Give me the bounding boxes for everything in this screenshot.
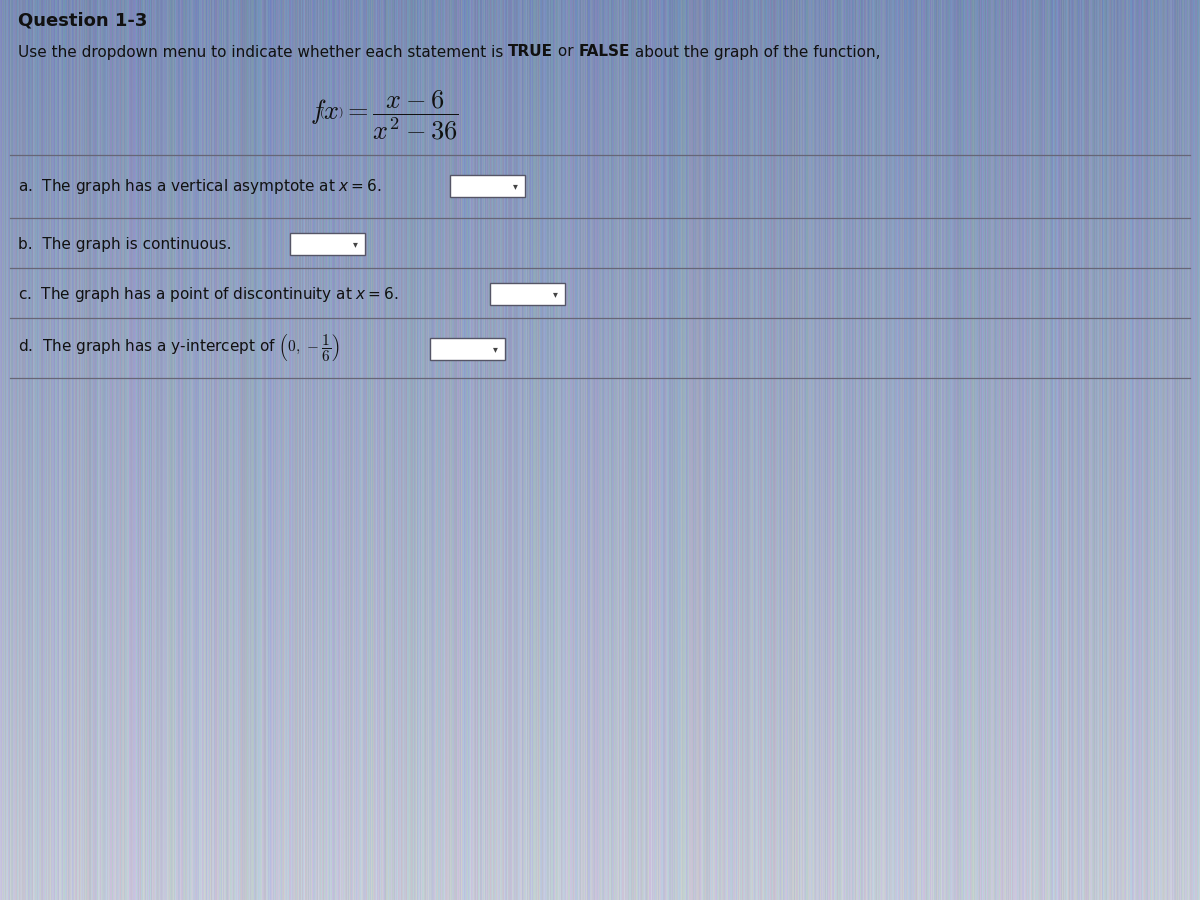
Bar <box>490 283 565 305</box>
Text: TRUE: TRUE <box>509 44 553 59</box>
Text: d.  The graph has a y-intercept of $\left(0,\,-\dfrac{1}{6}\right)$: d. The graph has a y-intercept of $\left… <box>18 334 340 364</box>
Text: c.  The graph has a point of discontinuity at $x = 6$.: c. The graph has a point of discontinuit… <box>18 284 398 303</box>
Bar <box>430 338 505 360</box>
Text: b.  The graph is continuous.: b. The graph is continuous. <box>18 237 232 251</box>
Bar <box>290 233 365 255</box>
Text: FALSE: FALSE <box>578 44 630 59</box>
Bar <box>450 175 526 197</box>
Text: a.  The graph has a vertical asymptote at $x = 6$.: a. The graph has a vertical asymptote at… <box>18 176 382 195</box>
Text: ▾: ▾ <box>353 239 358 249</box>
Text: Use the dropdown menu to indicate whether each statement is: Use the dropdown menu to indicate whethe… <box>18 44 509 59</box>
Text: or: or <box>553 44 578 59</box>
Text: $f\!\left(x\right) = \dfrac{x - 6}{x^2 - 36}$: $f\!\left(x\right) = \dfrac{x - 6}{x^2 -… <box>310 88 458 142</box>
Text: about the graph of the function,: about the graph of the function, <box>630 44 881 59</box>
Text: Question 1-3: Question 1-3 <box>18 12 148 30</box>
Text: ▾: ▾ <box>552 289 558 299</box>
Text: ▾: ▾ <box>512 181 517 191</box>
Text: ▾: ▾ <box>492 344 498 354</box>
